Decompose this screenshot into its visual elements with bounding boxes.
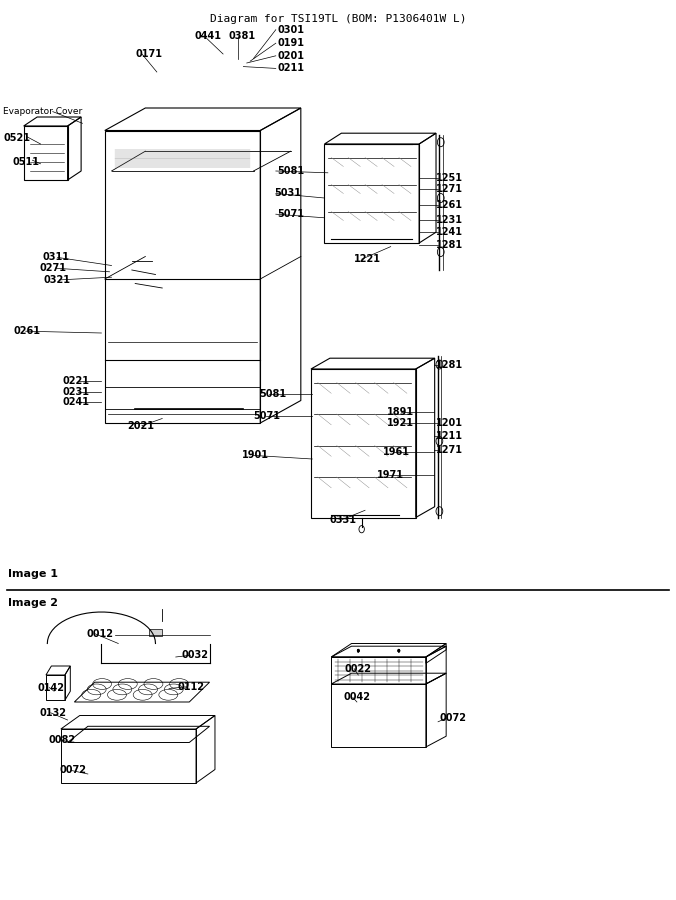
Text: Image 2: Image 2: [8, 598, 58, 608]
Circle shape: [357, 649, 360, 652]
Text: 0191: 0191: [277, 38, 304, 49]
Text: 0132: 0132: [39, 707, 66, 718]
Circle shape: [397, 649, 400, 652]
Circle shape: [397, 649, 400, 652]
Text: 0082: 0082: [49, 734, 76, 745]
Text: Image 1: Image 1: [8, 569, 58, 579]
Text: 0261: 0261: [14, 326, 41, 337]
Circle shape: [397, 649, 400, 652]
Text: 0171: 0171: [135, 49, 162, 59]
Text: 0022: 0022: [345, 663, 372, 674]
Text: 1261: 1261: [436, 200, 463, 211]
Text: Evaporator Cover: Evaporator Cover: [3, 107, 82, 116]
Text: 0231: 0231: [63, 386, 90, 397]
Text: 0142: 0142: [37, 682, 64, 693]
Text: 0042: 0042: [343, 692, 370, 703]
Text: 5071: 5071: [277, 209, 304, 220]
Circle shape: [357, 649, 360, 652]
Text: 0311: 0311: [43, 252, 70, 263]
Text: 0072: 0072: [59, 765, 87, 776]
Text: Diagram for TSI19TL (BOM: P1306401W L): Diagram for TSI19TL (BOM: P1306401W L): [210, 14, 466, 23]
Text: 0072: 0072: [439, 713, 466, 724]
Text: 0441: 0441: [194, 31, 221, 41]
Text: 1281: 1281: [436, 360, 463, 371]
Text: 0271: 0271: [39, 263, 66, 274]
Text: 0201: 0201: [277, 50, 304, 61]
Text: 0301: 0301: [277, 24, 304, 35]
Text: 2021: 2021: [127, 420, 154, 431]
Text: 0012: 0012: [87, 628, 114, 639]
Text: 1891: 1891: [387, 407, 414, 418]
Text: 1271: 1271: [436, 445, 463, 455]
Bar: [149, 629, 162, 636]
Text: 5081: 5081: [259, 389, 286, 400]
Text: 0032: 0032: [181, 650, 208, 661]
Text: 0241: 0241: [63, 397, 90, 408]
Text: 1251: 1251: [436, 173, 463, 184]
Circle shape: [357, 649, 360, 652]
Text: 1961: 1961: [383, 446, 410, 457]
Text: 0112: 0112: [177, 681, 204, 692]
Text: 0211: 0211: [277, 63, 304, 74]
Text: 1201: 1201: [436, 418, 463, 428]
Text: 1921: 1921: [387, 418, 414, 428]
Text: 5071: 5071: [254, 410, 281, 421]
Text: 0381: 0381: [228, 31, 256, 41]
Text: 0511: 0511: [12, 157, 39, 167]
Text: 1901: 1901: [242, 450, 269, 461]
Text: 0521: 0521: [3, 132, 30, 143]
Text: 1971: 1971: [377, 470, 404, 481]
Text: 0321: 0321: [44, 274, 71, 285]
Text: 1231: 1231: [436, 214, 463, 225]
Text: 1281: 1281: [436, 239, 463, 250]
Text: 1221: 1221: [354, 254, 381, 265]
Text: 1211: 1211: [436, 430, 463, 441]
Text: 5031: 5031: [274, 188, 301, 199]
Text: 1241: 1241: [436, 227, 463, 238]
Text: 1271: 1271: [436, 184, 463, 194]
Text: 0331: 0331: [330, 515, 357, 526]
Text: 5081: 5081: [277, 166, 304, 176]
Text: 0221: 0221: [63, 375, 90, 386]
